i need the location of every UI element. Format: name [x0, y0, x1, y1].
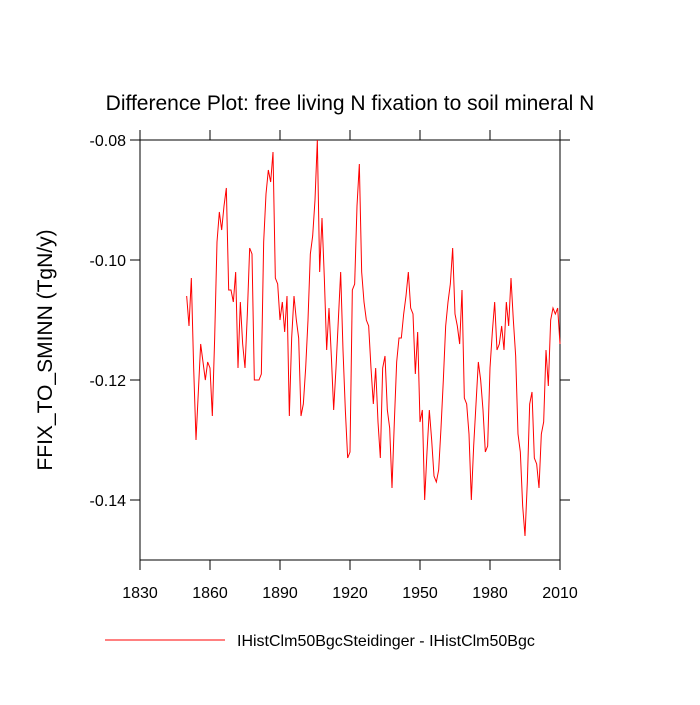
x-tick-label: 1980	[472, 585, 508, 602]
x-tick-label: 2010	[542, 585, 578, 602]
chart-title: Difference Plot: free living N fixation …	[106, 92, 595, 115]
data-line	[186, 139, 561, 537]
x-tick-label: 1860	[192, 585, 228, 602]
y-tick-label: -0.14	[90, 493, 127, 510]
y-axis-label: FFIX_TO_SMINN (TgN/y)	[34, 229, 57, 470]
x-tick-label: 1920	[332, 585, 368, 602]
x-tick-label: 1830	[122, 585, 158, 602]
x-tick-label: 1890	[262, 585, 298, 602]
x-tick-label: 1950	[402, 585, 438, 602]
y-tick-label: -0.10	[90, 253, 127, 270]
legend-label: IHistClm50BgcSteidinger - IHistClm50Bgc	[237, 633, 535, 650]
y-tick-label: -0.12	[90, 373, 127, 390]
y-tick-label: -0.08	[90, 133, 127, 150]
